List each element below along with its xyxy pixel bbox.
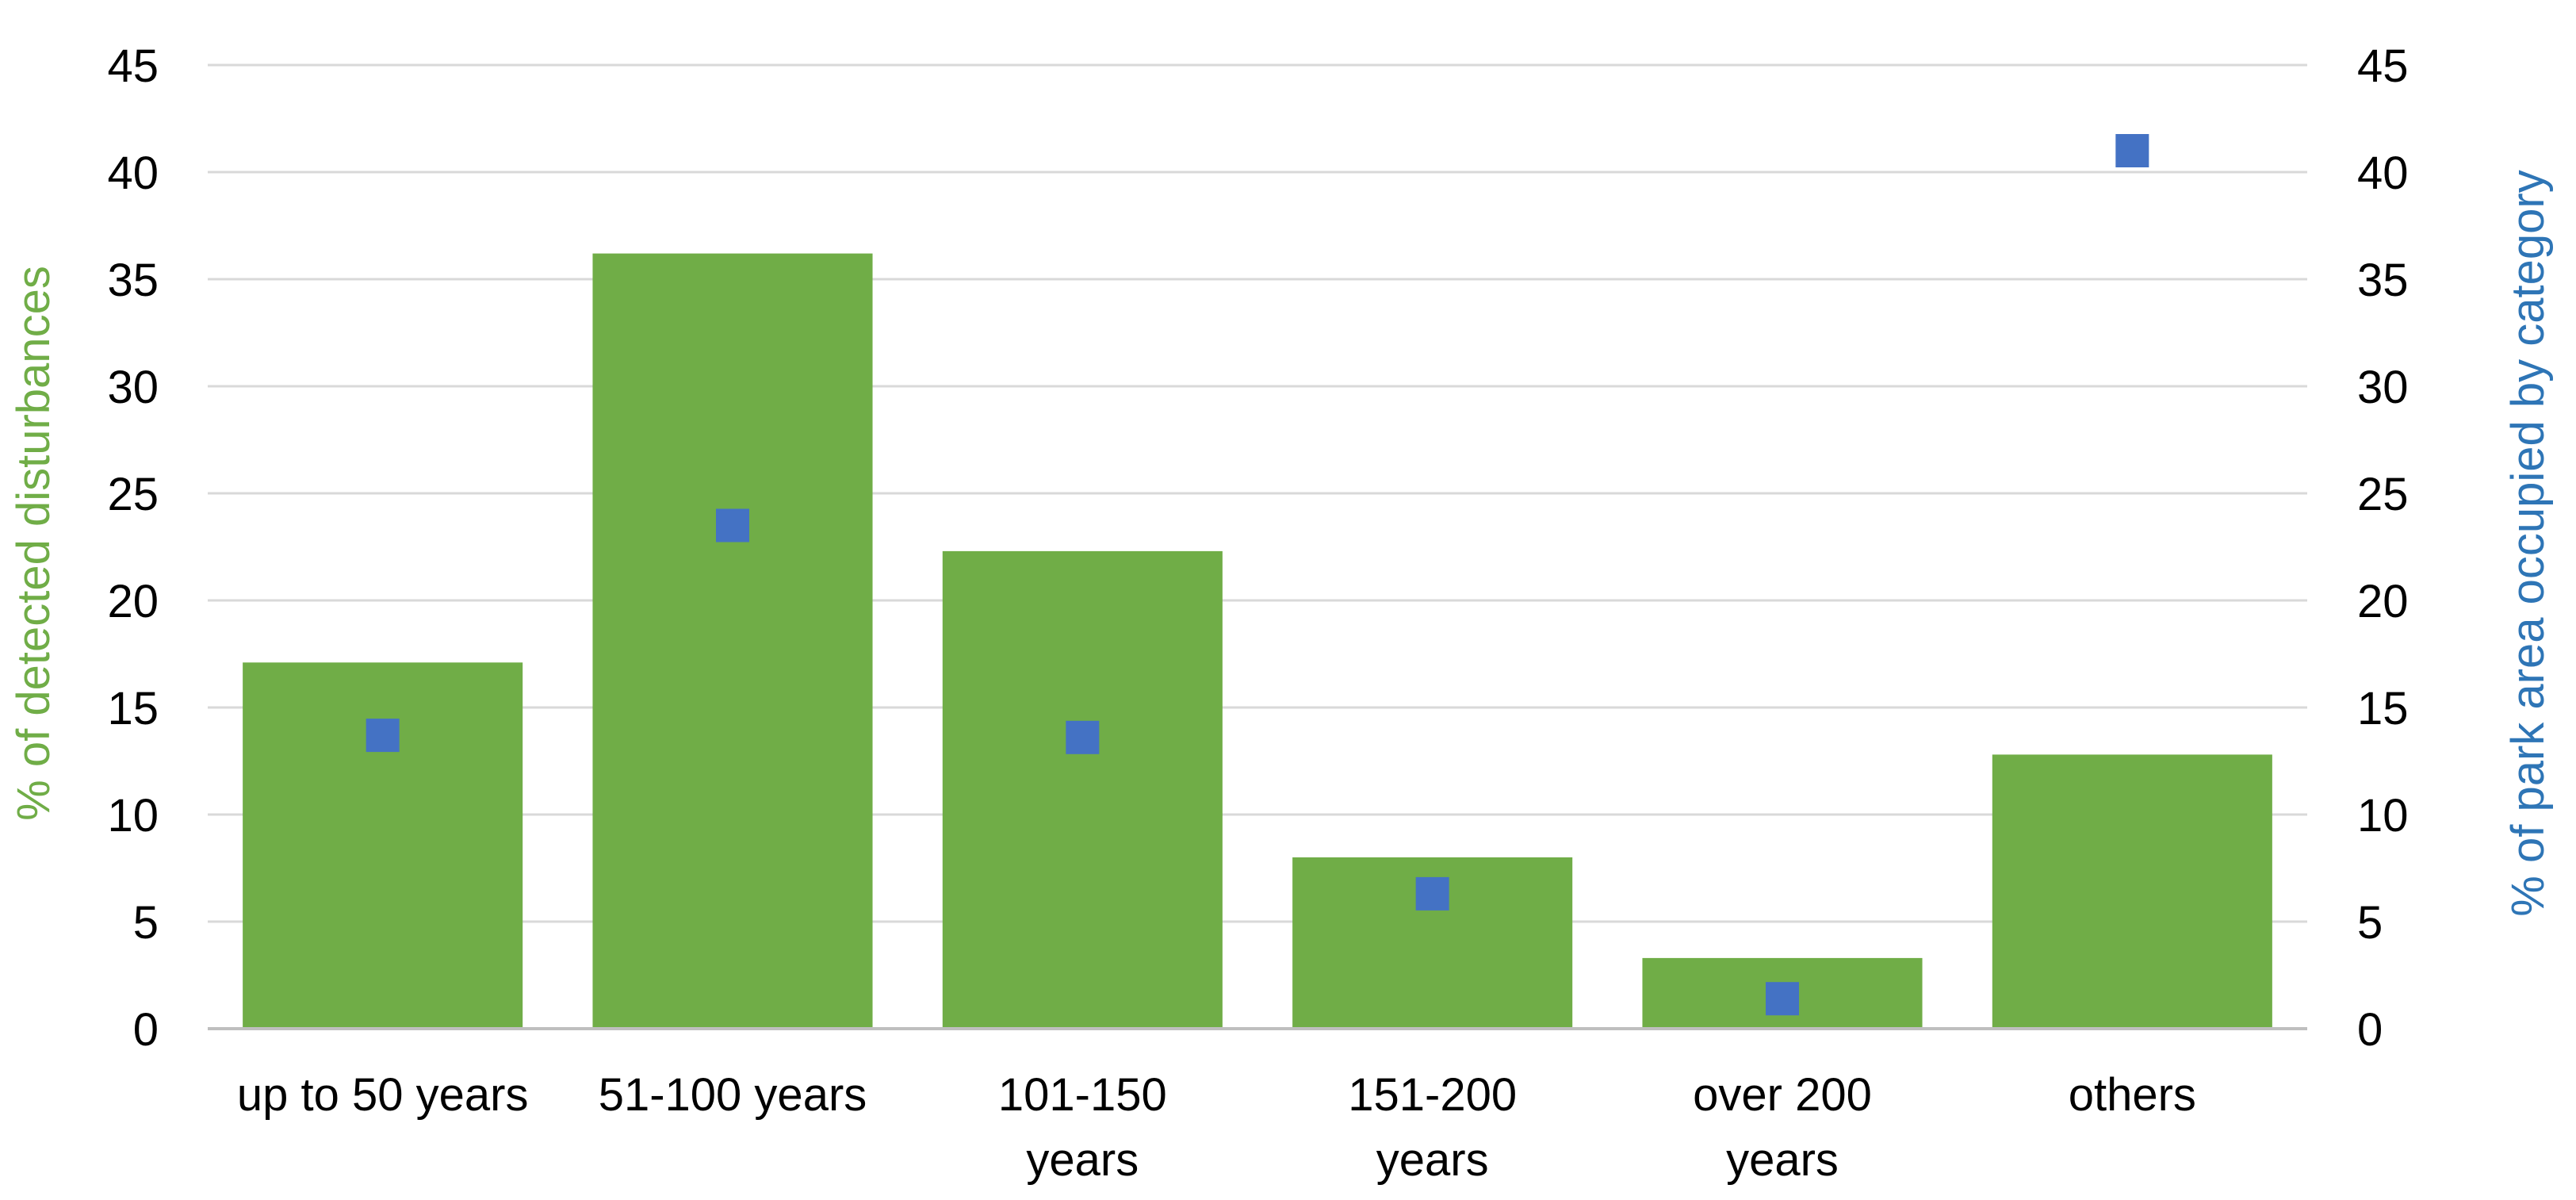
y-right-tick-label: 0	[2357, 1004, 2383, 1056]
y-right-tick-label: 20	[2357, 576, 2409, 627]
y-left-tick-label: 25	[107, 469, 159, 520]
y-right-tick-label: 35	[2357, 255, 2409, 306]
y-left-tick-label: 20	[107, 576, 159, 627]
scatter-point	[1415, 876, 1449, 911]
y-left-tick-label: 10	[107, 790, 159, 842]
x-category-label-line: others	[2069, 1069, 2196, 1121]
y-axis-left-label: % of detected disturbances	[8, 266, 59, 821]
bar	[942, 550, 1223, 1029]
y-left-tick-label: 35	[107, 255, 159, 306]
y-left-tick-label: 40	[107, 148, 159, 199]
y-right-tick-label: 10	[2357, 790, 2409, 842]
y-left-tick-label: 5	[133, 897, 159, 949]
x-category-label-line: up to 50 years	[237, 1069, 529, 1121]
x-category-label-line: 151-200	[1348, 1069, 1517, 1121]
x-category-label: up to 50 years	[237, 1069, 529, 1121]
y-left-tick-label: 0	[133, 1004, 159, 1056]
y-left-tick-label: 15	[107, 683, 159, 734]
x-category-label-line: 51-100 years	[599, 1069, 867, 1121]
axes: 0 0 5 5 10 10 15 15 20 20 25 25 30 30 35 35 40 40 45 45 up t…	[107, 40, 2408, 1186]
gridlines	[208, 63, 2307, 923]
scatter-point	[366, 719, 400, 753]
x-category-label-line: years	[1026, 1134, 1139, 1186]
y-right-tick-label: 5	[2357, 897, 2383, 949]
bar-series	[243, 253, 2272, 1029]
x-category-label: over 200 years	[1693, 1069, 1872, 1186]
y-axis-right-label: % of park area occupied by category	[2502, 170, 2554, 916]
y-right-tick-label: 15	[2357, 683, 2409, 734]
y-right-tick-label: 30	[2357, 362, 2409, 413]
scatter-series	[366, 134, 2149, 1016]
bar	[243, 662, 523, 1029]
bar	[592, 253, 873, 1029]
x-category-label: 101-150 years	[998, 1069, 1167, 1186]
x-category-label-line: over 200	[1693, 1069, 1872, 1121]
bar	[1992, 754, 2272, 1029]
scatter-point	[716, 508, 749, 542]
x-category-label-line: years	[1376, 1134, 1489, 1186]
x-category-label: 151-200 years	[1348, 1069, 1517, 1186]
axis-labels: % of detected disturbances % of park are…	[8, 170, 2554, 916]
x-category-label-line: 101-150	[998, 1069, 1167, 1121]
x-category-label-line: years	[1726, 1134, 1839, 1186]
y-right-tick-label: 25	[2357, 469, 2409, 520]
scatter-point	[1766, 982, 1799, 1016]
y-left-tick-label: 45	[107, 40, 159, 92]
y-right-tick-label: 40	[2357, 148, 2409, 199]
scatter-point	[1066, 720, 1100, 754]
x-category-label: others	[2069, 1069, 2196, 1121]
x-category-label: 51-100 years	[599, 1069, 867, 1121]
y-right-tick-label: 45	[2357, 40, 2409, 92]
y-left-tick-label: 30	[107, 362, 159, 413]
scatter-point	[2115, 134, 2149, 167]
